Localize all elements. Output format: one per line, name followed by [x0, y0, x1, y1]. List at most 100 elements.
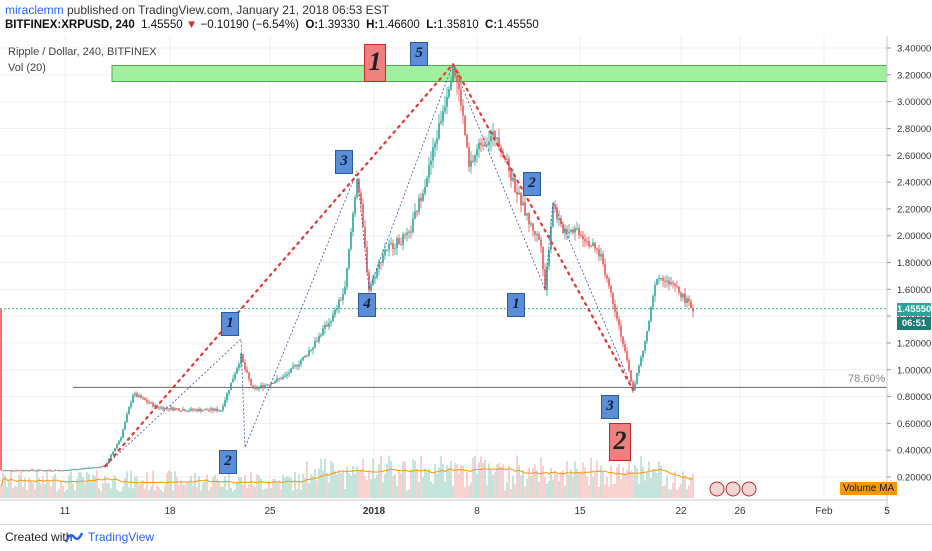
last-price-tag: 1.45550 — [897, 303, 932, 316]
candle-body — [178, 408, 180, 411]
volume-bar — [622, 467, 624, 498]
candle-body — [462, 105, 464, 116]
candle-body — [588, 241, 590, 247]
y-tick-label: 2.40000 — [897, 178, 931, 189]
candle-body — [252, 385, 254, 389]
volume-bar — [520, 475, 522, 498]
event-flag-icon[interactable] — [709, 481, 725, 497]
volume-bar — [50, 486, 52, 498]
volume-bar — [58, 488, 60, 498]
volume-bar — [408, 489, 410, 498]
volume-bar — [322, 470, 324, 498]
volume-bar — [110, 488, 112, 498]
candle-body — [620, 325, 622, 337]
volume-bar — [476, 474, 478, 498]
candle-body — [240, 354, 242, 365]
candle-body — [568, 231, 570, 233]
candle-body — [610, 285, 612, 293]
ohlc-legend: BITFINEX:XRPUSD, 240 1.45550 ▼ −0.10190 … — [5, 19, 539, 31]
volume-bar — [298, 474, 300, 498]
volume-bar — [190, 475, 192, 498]
volume-bar — [326, 472, 328, 498]
tradingview-link[interactable]: TradingView — [88, 530, 155, 544]
event-flag-icon[interactable] — [725, 481, 741, 497]
candle-body — [48, 470, 50, 472]
candle-body — [558, 219, 560, 221]
candle-body — [194, 409, 196, 411]
resistance-zone[interactable] — [111, 64, 888, 83]
candle-body — [80, 468, 82, 470]
volume-bar — [144, 488, 146, 498]
volume-bar — [484, 459, 486, 498]
event-flag-icon[interactable] — [741, 481, 757, 497]
volume-bar — [522, 470, 524, 498]
volume-bar — [82, 477, 84, 498]
candle-body — [352, 213, 354, 232]
volume-bar — [78, 472, 80, 498]
candle-body — [2, 470, 4, 472]
volume-bar — [386, 463, 388, 498]
candle-body — [628, 360, 630, 371]
candle-body — [670, 282, 672, 285]
wave-label-5: 5 — [410, 42, 428, 66]
volume-bar — [68, 475, 70, 498]
volume-bar — [188, 480, 190, 498]
volume-bar — [246, 488, 248, 498]
candle-body — [6, 470, 8, 472]
volume-bar — [126, 471, 128, 498]
volume-bar — [592, 476, 594, 498]
volume-bar — [428, 468, 430, 498]
chart-header: miraclemm published on TradingView.com, … — [0, 0, 932, 36]
candle-body — [340, 299, 342, 301]
candle-body — [436, 138, 438, 144]
volume-bar — [294, 471, 296, 498]
candle-body — [484, 144, 486, 147]
volume-bar — [496, 464, 498, 498]
candle-body — [82, 468, 84, 470]
candle-body — [136, 393, 138, 397]
candle-body — [382, 255, 384, 263]
volume-bar — [566, 460, 568, 498]
candle-body — [318, 335, 320, 342]
volume-bar — [562, 470, 564, 498]
price-change: −0.10190 (−6.54%) — [200, 19, 299, 31]
volume-bar — [630, 470, 632, 498]
volume-bar — [658, 461, 660, 498]
wave-label-2: 2 — [219, 450, 237, 474]
volume-bar — [254, 487, 256, 498]
volume-bar — [536, 469, 538, 498]
x-tick-label: 8 — [474, 506, 480, 514]
candle-body — [210, 408, 212, 411]
flag-icons[interactable] — [709, 481, 757, 497]
candle-body — [42, 470, 44, 472]
candle-body — [438, 123, 440, 139]
volume-bar — [452, 485, 454, 498]
volume-bar — [506, 482, 508, 498]
volume-bar — [342, 470, 344, 498]
volume-bar — [478, 462, 480, 498]
candle-body — [466, 134, 468, 148]
volume-bar — [674, 471, 676, 498]
volume-bar — [660, 465, 662, 498]
candle-body — [554, 205, 556, 208]
candle-body — [586, 241, 588, 243]
volume-ma-line — [0, 467, 694, 487]
author-link[interactable]: miraclemm — [5, 3, 64, 17]
candle-body — [556, 207, 558, 220]
volume-bar — [474, 455, 476, 498]
volume-bar — [112, 480, 114, 498]
candle-body — [492, 131, 494, 136]
volume-bar — [526, 478, 528, 498]
candle-body — [276, 378, 278, 382]
price-chart[interactable]: 3.40000 3.20000 3.00000 2.80000 2.60000 2.400… — [0, 36, 932, 514]
volume-bar — [106, 483, 108, 498]
wave-label-a2: 2 — [523, 172, 541, 196]
volume-bar — [572, 476, 574, 498]
volume-bar — [60, 481, 62, 498]
volume-bar — [128, 487, 130, 498]
y-tick-label: 0.40000 — [897, 446, 931, 457]
volume-bar — [644, 480, 646, 498]
x-tick-label: 5 — [884, 506, 890, 514]
volume-bar — [442, 463, 444, 498]
candle-body — [578, 228, 580, 235]
